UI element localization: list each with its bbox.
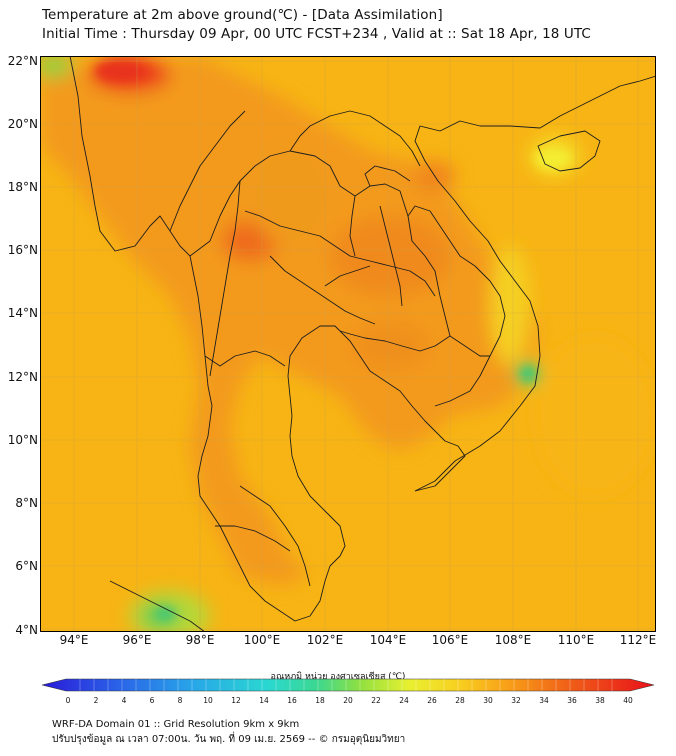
- colorbar-tick: 38: [595, 696, 605, 705]
- temperature-map: [40, 56, 656, 632]
- lon-label: 110°E: [557, 633, 595, 647]
- lat-label: 10°N: [7, 433, 38, 447]
- lon-label: 106°E: [431, 633, 469, 647]
- colorbar-tick: 34: [539, 696, 549, 705]
- colorbar: [41, 678, 655, 692]
- lat-label: 4°N: [15, 623, 38, 637]
- chart-subtitle: Initial Time : Thursday 09 Apr, 00 UTC F…: [42, 26, 591, 42]
- lat-label: 8°N: [15, 496, 38, 510]
- lon-label: 98°E: [185, 633, 215, 647]
- colorbar-tick: 8: [177, 696, 183, 705]
- colorbar-tick: 20: [343, 696, 353, 705]
- colorbar-tick: 22: [371, 696, 381, 705]
- chart-title: Temperature at 2m above ground(℃) - [Dat…: [42, 7, 443, 23]
- lat-label: 12°N: [7, 370, 38, 384]
- footer-domain-info: WRF-DA Domain 01 :: Grid Resolution 9km …: [52, 719, 300, 730]
- colorbar-tick: 4: [121, 696, 127, 705]
- colorbar-tick: 30: [483, 696, 493, 705]
- graticule: [40, 56, 656, 632]
- colorbar-tick: 18: [315, 696, 325, 705]
- lat-label: 18°N: [7, 180, 38, 194]
- colorbar-tick: 12: [231, 696, 241, 705]
- lon-label: 104°E: [369, 633, 407, 647]
- lon-label: 96°E: [122, 633, 152, 647]
- lon-label: 102°E: [306, 633, 344, 647]
- lat-label: 20°N: [7, 117, 38, 131]
- lon-label: 112°E: [619, 633, 657, 647]
- colorbar-tick: 28: [455, 696, 465, 705]
- colorbar-tick: 16: [287, 696, 297, 705]
- colorbar-tick: 36: [567, 696, 577, 705]
- footer-update-info: ปรับปรุงข้อมูล ณ เวลา 07:00น. วัน พฤ. ที…: [52, 734, 406, 745]
- lat-label: 6°N: [15, 559, 38, 573]
- lon-label: 94°E: [59, 633, 89, 647]
- lat-label: 14°N: [7, 306, 38, 320]
- colorbar-tick: 0: [65, 696, 71, 705]
- lon-label: 100°E: [243, 633, 281, 647]
- colorbar-tick: 2: [93, 696, 99, 705]
- colorbar-tick: 26: [427, 696, 437, 705]
- lat-label: 22°N: [7, 54, 38, 68]
- map-frame: [40, 56, 656, 632]
- colorbar-tick: 6: [149, 696, 155, 705]
- colorbar-tick: 10: [203, 696, 213, 705]
- coastline-borders: [69, 56, 656, 632]
- lon-label: 108°E: [494, 633, 532, 647]
- map-panel: [40, 56, 656, 632]
- colorbar-tick: 32: [511, 696, 521, 705]
- lat-label: 16°N: [7, 243, 38, 257]
- colorbar-tick: 24: [399, 696, 409, 705]
- colorbar-title: อุณหภูมิ หน่วย องศาเซลเซียส (℃): [270, 672, 406, 682]
- colorbar-tick: 40: [623, 696, 633, 705]
- colorbar-tick: 14: [259, 696, 269, 705]
